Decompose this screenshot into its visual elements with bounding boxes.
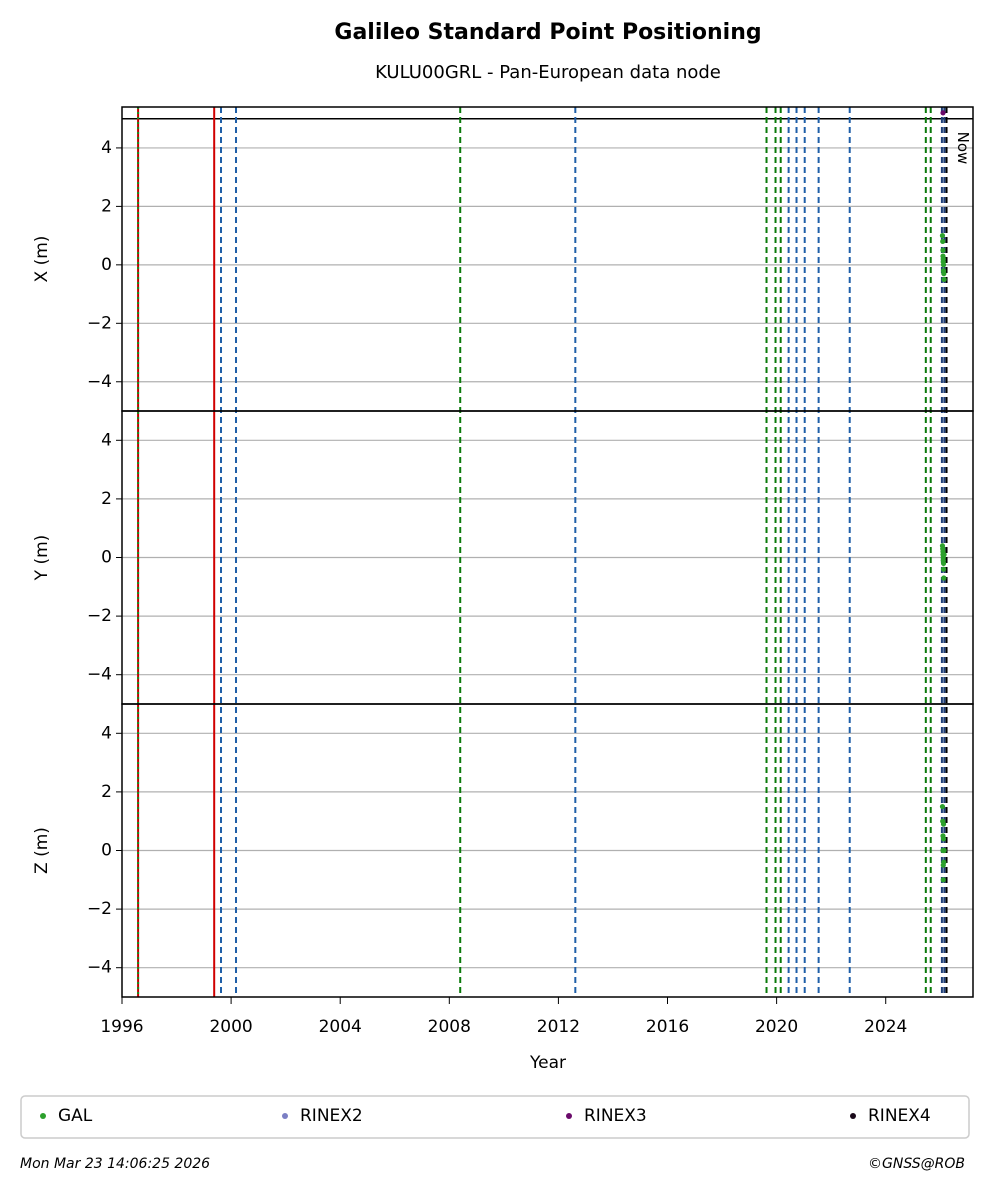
y-tick-label: 2 — [101, 489, 112, 509]
data-point — [941, 271, 947, 277]
data-point — [940, 877, 946, 883]
y-tick-label: −4 — [87, 372, 112, 392]
y-axis-label: Y (m) — [32, 535, 52, 582]
y-tick-label: −4 — [87, 958, 112, 978]
y-tick-label: 0 — [101, 255, 112, 275]
x-tick-label: 2008 — [428, 1017, 471, 1037]
y-tick-label: −2 — [87, 899, 112, 919]
data-point — [940, 238, 946, 245]
legend-marker — [850, 1113, 856, 1119]
y-tick-label: −2 — [87, 606, 112, 626]
y-tick-label: −4 — [87, 665, 112, 685]
x-tick-label: 2024 — [864, 1017, 907, 1037]
legend-label: RINEX2 — [300, 1106, 363, 1126]
data-point — [940, 110, 946, 116]
data-point — [940, 836, 947, 842]
legend-box — [20, 1095, 970, 1139]
y-tick-label: 4 — [101, 723, 112, 743]
x-tick-label: 2000 — [209, 1017, 252, 1037]
y-axis-label: X (m) — [32, 236, 52, 283]
data-point — [941, 575, 947, 581]
legend-label: RINEX3 — [584, 1106, 647, 1126]
y-axis-label: Z (m) — [32, 827, 52, 874]
panel-frame — [121, 106, 974, 412]
y-tick-label: 2 — [101, 196, 112, 216]
x-tick-label: 2016 — [646, 1017, 689, 1037]
y-tick-label: 0 — [101, 841, 112, 861]
copyright: ©GNSS@ROB — [868, 1156, 965, 1172]
timestamp: Mon Mar 23 14:06:25 2026 — [20, 1156, 210, 1172]
y-tick-label: 2 — [101, 782, 112, 802]
data-point — [941, 847, 947, 854]
data-point — [940, 247, 946, 253]
chart-title: Galileo Standard Point Positioning — [334, 20, 761, 45]
x-tick-label: 2012 — [537, 1017, 580, 1037]
x-tick-label: 2004 — [319, 1017, 362, 1037]
panel-frame — [121, 703, 974, 998]
y-tick-label: 4 — [101, 430, 112, 450]
data-point — [939, 803, 946, 810]
legend-label: GAL — [58, 1106, 93, 1126]
legend-marker — [282, 1113, 288, 1119]
now-label: Now — [954, 132, 972, 165]
data-point — [940, 560, 947, 566]
chart-subtitle: KULU00GRL - Pan-European data node — [375, 62, 721, 83]
data-point — [941, 551, 947, 558]
legend-marker — [40, 1113, 46, 1119]
x-tick-label: 1996 — [100, 1017, 143, 1037]
data-point — [940, 262, 947, 268]
legend-marker — [566, 1113, 572, 1119]
legend-label: RINEX4 — [868, 1106, 931, 1126]
y-tick-label: 4 — [101, 138, 112, 158]
data-point — [941, 859, 947, 865]
x-tick-label: 2020 — [755, 1017, 798, 1037]
x-axis-label: Year — [529, 1053, 566, 1073]
y-tick-label: −2 — [87, 313, 112, 333]
data-point — [941, 276, 947, 283]
data-point — [939, 233, 946, 239]
y-tick-label: 0 — [101, 548, 112, 568]
data-point — [940, 566, 947, 572]
data-point — [940, 821, 947, 827]
